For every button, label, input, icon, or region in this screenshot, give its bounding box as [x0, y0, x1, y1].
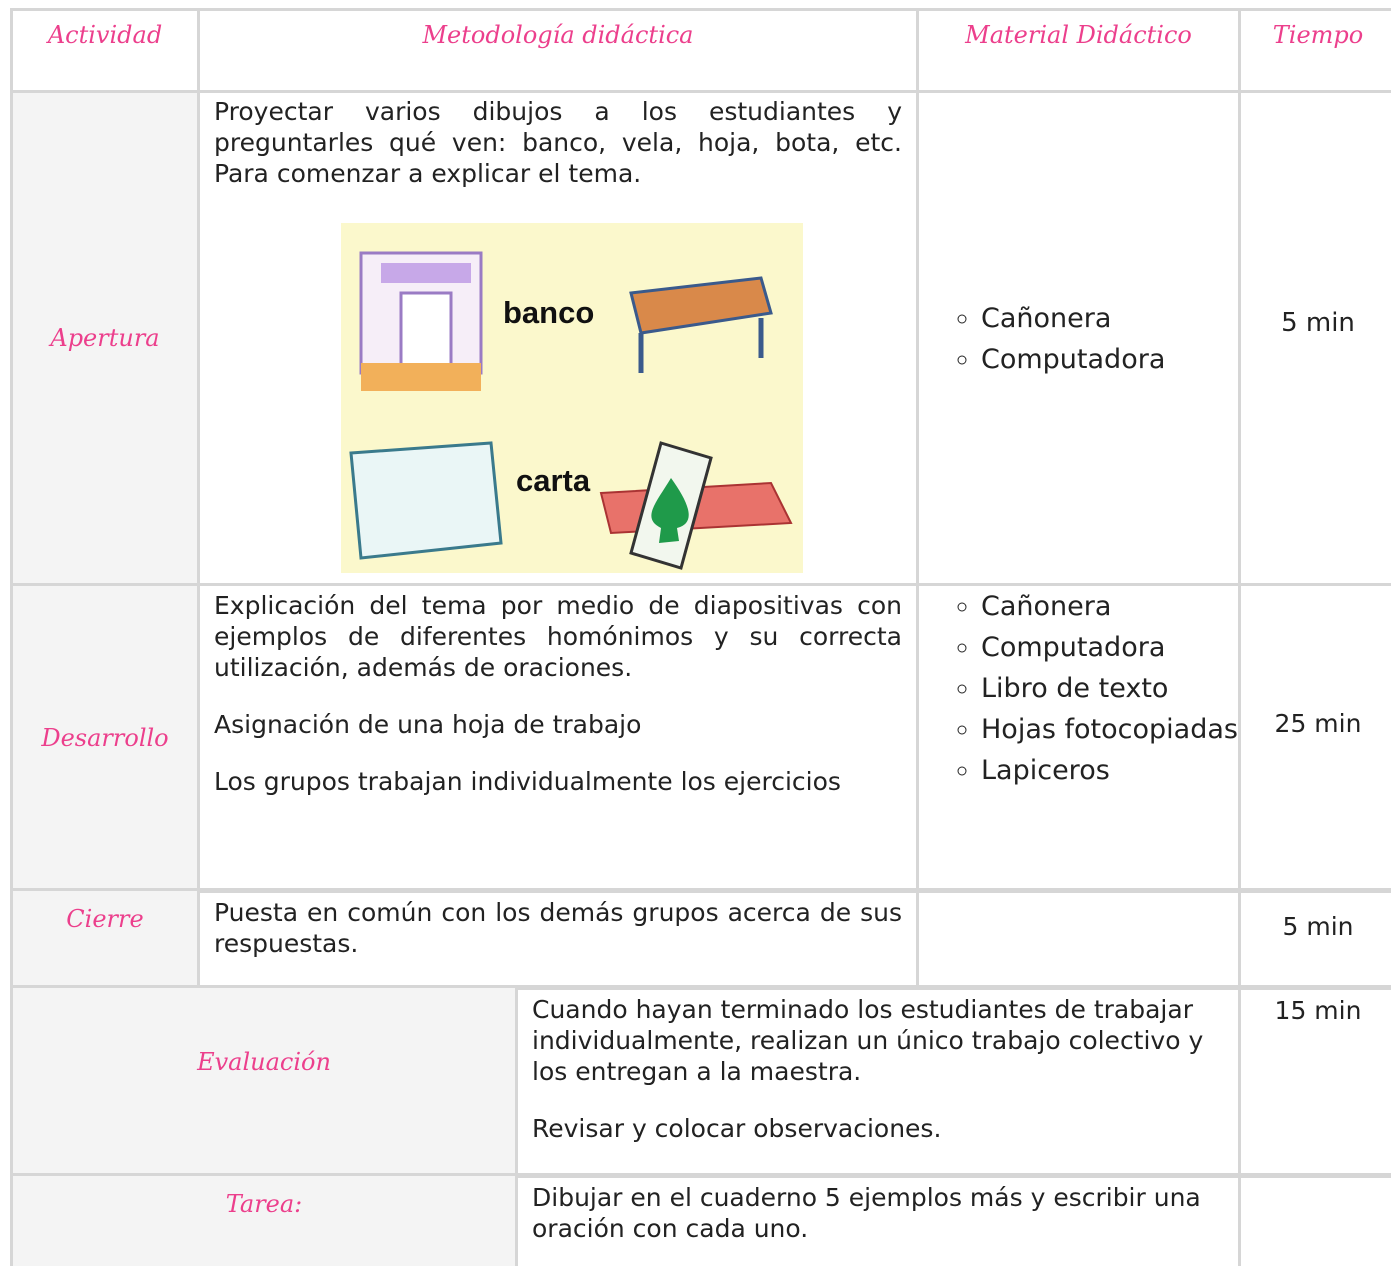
bench — [629, 276, 773, 335]
paragraph: Asignación de una hoja de trabajo — [214, 710, 642, 739]
material: Lapiceros — [981, 750, 1238, 791]
material: Hojas fotocopiadas — [981, 709, 1238, 750]
paragraph: Proyectar varios dibujos a los estudiant… — [214, 97, 902, 188]
material: Cañonera — [981, 586, 1238, 627]
homework-label: Tarea: — [10, 1173, 518, 1266]
paragraph: Los grupos trabajan individualmente los … — [214, 767, 841, 796]
header-cell: Actividad — [10, 8, 200, 93]
header-cell: Metodología didáctica — [197, 8, 919, 93]
material: Cañonera — [981, 298, 1238, 339]
door — [399, 291, 453, 375]
methodology-cell: Puesta en común con los demás grupos ace… — [197, 888, 919, 990]
material: Computadora — [981, 627, 1238, 668]
sign — [381, 263, 471, 283]
paragraph: Cuando hayan terminado los estudiantes d… — [532, 995, 1204, 1086]
header-cell: Tiempo — [1238, 8, 1391, 93]
material: Libro de texto — [981, 668, 1238, 709]
letter — [349, 441, 503, 560]
methodology-cell: Proyectar varios dibujos a los estudiant… — [197, 90, 919, 586]
spade — [651, 478, 689, 543]
activity-cell: Apertura — [10, 90, 200, 586]
image-label: banco — [503, 295, 594, 330]
time-cell: 25 min — [1238, 583, 1391, 893]
materials-cell: Cañonera Computadora Libro de texto Hoja… — [916, 583, 1241, 893]
paragraph: Explicación del tema por medio de diapos… — [214, 591, 902, 682]
time-cell: 15 min — [1238, 985, 1391, 1178]
paragraph: Revisar y colocar observaciones. — [532, 1114, 942, 1143]
image-label: carta — [516, 463, 591, 498]
time-cell — [1238, 1173, 1391, 1266]
header-cell: Material Didáctico — [916, 8, 1241, 93]
materials-cell — [916, 888, 1241, 990]
methodology-cell: Explicación del tema por medio de diapos… — [197, 583, 919, 893]
material: Computadora — [981, 339, 1238, 380]
time-cell: 5 min — [1238, 888, 1391, 990]
materials-list: Cañonera Computadora Libro de texto Hoja… — [919, 586, 1238, 791]
bench-legs — [638, 318, 764, 373]
time-cell: 5 min — [1238, 90, 1391, 586]
activity-cell: Cierre — [10, 888, 200, 990]
materials-cell: Cañonera Computadora — [916, 90, 1241, 586]
activity-cell: Desarrollo — [10, 583, 200, 893]
stripe — [361, 363, 481, 391]
evaluation-label: Evaluación — [10, 985, 518, 1178]
evaluation-text: Cuando hayan terminado los estudiantes d… — [515, 985, 1241, 1178]
illustration: banco carta — [341, 223, 803, 573]
paragraph: Puesta en común con los demás grupos ace… — [214, 898, 902, 958]
materials-list: Cañonera Computadora — [919, 298, 1238, 380]
homework-text: Dibujar en el cuaderno 5 ejemplos más y … — [515, 1173, 1241, 1266]
paragraph: Dibujar en el cuaderno 5 ejemplos más y … — [532, 1183, 1201, 1243]
